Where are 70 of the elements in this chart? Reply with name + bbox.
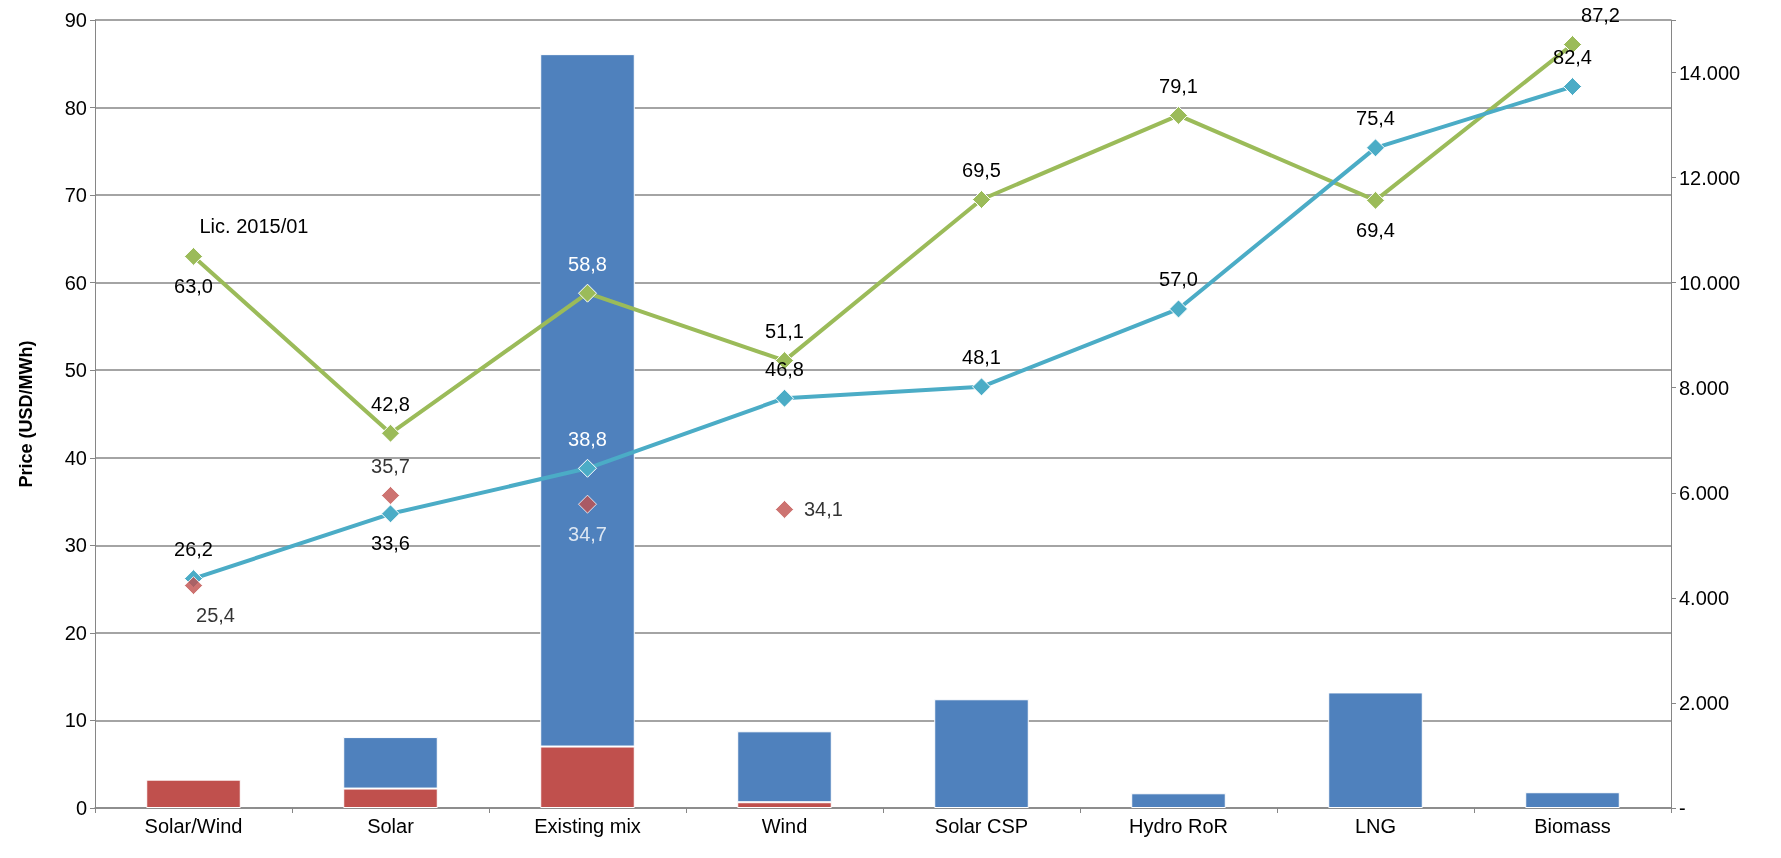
data-label: 51,1 [765,320,804,343]
point [381,423,400,443]
point [1563,77,1582,97]
point [184,246,203,266]
data-label: 35,7 [371,454,410,477]
x-tick-label: Solar [367,815,415,837]
data-label: 82,4 [1553,46,1592,69]
data-label: 34,7 [568,522,607,545]
y2-tick-label: 8.000 [1679,376,1730,399]
data-label: 79,1 [1159,74,1198,97]
annotation: Lic. 2015/01 [199,215,309,238]
y-tick-label: 80 [64,96,87,119]
bar [1525,792,1620,808]
data-label: 75,4 [1356,107,1395,130]
y2-tick-label: 4.000 [1679,586,1730,609]
y-tick-label: 0 [75,797,87,819]
data-label: 69,5 [962,158,1001,181]
point [1169,299,1188,319]
data-label: 69,4 [1356,218,1395,241]
data-label: 38,8 [568,427,607,450]
y-tick-label: 10 [64,709,87,732]
y2-tick-label: 10.000 [1679,271,1741,294]
data-label: 34,1 [804,498,843,521]
bar [1131,793,1226,808]
point [578,458,597,478]
data-label: 42,8 [371,392,410,415]
data-label: 46,8 [765,357,804,380]
y2-tick-label: 2.000 [1679,691,1730,714]
point [381,504,400,524]
x-tick-label: Hydro RoR [1129,815,1228,837]
point [578,494,597,514]
data-label: 25,4 [196,604,235,627]
x-tick-label: Solar/Wind [144,815,243,837]
point [184,576,203,596]
point [1366,138,1385,158]
y2-tick-label: - [1679,797,1686,819]
y2-tick-label: 6.000 [1679,481,1730,504]
data-label: 58,8 [568,252,607,275]
point [972,189,991,209]
data-label: 48,1 [962,346,1001,369]
bar [146,779,241,808]
point [775,499,794,519]
point [381,485,400,505]
point [1366,190,1385,210]
y-tick-label: 20 [64,621,87,644]
bar [1328,692,1423,808]
data-label: 63,0 [174,274,213,297]
y-tick-label: 50 [64,359,87,382]
y-tick-label: 40 [64,446,87,469]
x-tick-label: Biomass [1534,815,1611,837]
data-label: 87,2 [1581,4,1620,27]
point [1169,105,1188,125]
y2-tick-label: 12.000 [1679,166,1741,189]
x-tick-label: Solar CSP [934,815,1029,837]
point [775,388,794,408]
y-tick-label: 70 [64,184,87,207]
point [972,377,991,397]
y-tick-label: 30 [64,534,87,557]
y-axis-title: Price (USD/MWh) [16,340,36,488]
x-tick-label: Wind [761,815,808,837]
data-label: 26,2 [174,538,213,561]
x-tick-label: Existing mix [534,815,641,837]
bar [934,699,1029,808]
x-tick-label: LNG [1354,815,1397,837]
data-label: 33,6 [371,532,410,555]
point [578,283,597,303]
y-tick-label: 60 [64,271,87,294]
y2-tick-label: 14.000 [1679,61,1741,84]
data-label: 57,0 [1159,268,1198,291]
y-tick-label: 90 [64,9,87,31]
